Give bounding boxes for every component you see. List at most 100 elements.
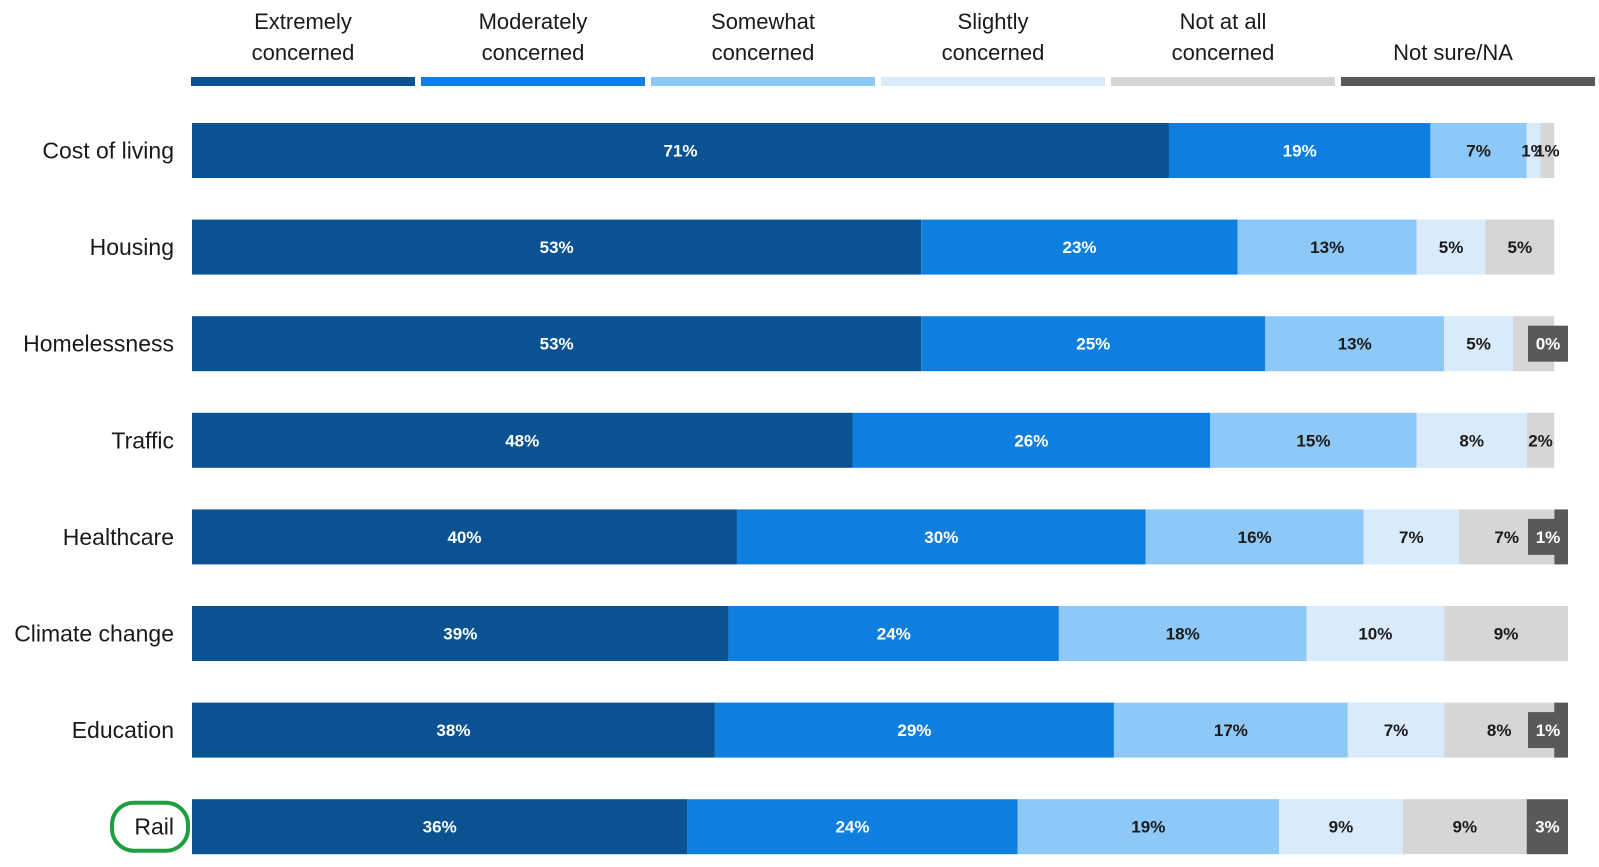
bar-segment <box>1347 702 1445 758</box>
legend-label: Not sure/NA <box>1393 40 1513 65</box>
data-label: 24% <box>835 818 869 837</box>
bar-segment <box>1237 219 1417 275</box>
legend-label: Not at all <box>1180 9 1267 34</box>
legend-item: Not sure/NA <box>1341 40 1595 86</box>
data-label: 36% <box>423 818 457 837</box>
data-label: 38% <box>436 721 470 740</box>
bar-segment <box>1017 799 1280 855</box>
legend-swatch <box>1341 77 1595 86</box>
data-label: 5% <box>1439 238 1464 257</box>
data-label: 16% <box>1238 528 1272 547</box>
legend-item: Not at all concerned <box>1111 9 1335 86</box>
bar-row: 38% 29% 17% 7% 8% 1% <box>192 702 1568 758</box>
category-label: Education <box>72 717 174 743</box>
bar-row: 36% 24% 19% 9% 9% 3% <box>192 799 1568 855</box>
bar-segment <box>1058 606 1307 661</box>
data-label: 23% <box>1063 238 1097 257</box>
data-label: 53% <box>540 238 574 257</box>
data-label: 25% <box>1076 335 1110 354</box>
data-label: 5% <box>1508 238 1533 257</box>
bar-row: 48% 26% 15% 8% 2% <box>192 412 1555 468</box>
bar-segment <box>192 509 737 565</box>
data-label: 1% <box>1521 142 1546 161</box>
data-label: 10% <box>1358 625 1392 644</box>
data-label: 7% <box>1399 528 1424 547</box>
category-label: Housing <box>90 234 174 260</box>
data-label: 9% <box>1494 625 1519 644</box>
category-label: Traffic <box>111 427 174 453</box>
data-label: 13% <box>1310 238 1344 257</box>
data-label: 9% <box>1329 818 1354 837</box>
category-label: Cost of living <box>42 138 174 164</box>
data-label: 17% <box>1214 721 1248 740</box>
legend-swatch <box>1111 77 1335 86</box>
bar-row: 39% 24% 18% 10% 9% <box>192 606 1568 661</box>
bar-segment <box>921 316 1266 372</box>
data-label: 1% <box>1535 142 1560 161</box>
bar-segment <box>192 606 729 661</box>
legend-label: concerned <box>252 40 355 65</box>
legend-item: Slightly concerned <box>881 9 1105 86</box>
label-chip <box>1528 712 1568 749</box>
bar-segment <box>1485 219 1555 275</box>
data-label: 18% <box>1166 625 1200 644</box>
bar-segment <box>852 412 1211 468</box>
bar-segment <box>1279 799 1403 855</box>
highlight-layer <box>110 800 190 853</box>
bar-segment <box>1265 316 1445 372</box>
data-label: 2% <box>1528 431 1553 450</box>
label-chip <box>1528 325 1568 362</box>
data-label: 7% <box>1494 528 1519 547</box>
bar-segment <box>1210 412 1417 468</box>
bar-segment <box>1444 606 1568 661</box>
bar-segment <box>192 412 853 468</box>
legend-label: concerned <box>942 40 1045 65</box>
highlight-circle <box>110 800 190 853</box>
data-label: 29% <box>897 721 931 740</box>
bar-segment <box>736 509 1146 565</box>
data-label: 0% <box>1536 335 1561 354</box>
bar-row: 53% 23% 13% 5% 5% <box>192 219 1555 275</box>
bar-segment <box>192 799 688 855</box>
bar-segment <box>1306 606 1445 661</box>
bar-row: 71% 19% 7% 1%1% <box>192 123 1560 178</box>
bar-segment <box>1526 412 1555 468</box>
data-label: 24% <box>877 625 911 644</box>
bar-segment <box>1113 702 1348 758</box>
data-label: 7% <box>1384 721 1409 740</box>
bar-segment <box>687 799 1018 855</box>
data-label: 1% <box>1536 721 1561 740</box>
bar-segment <box>192 123 1169 178</box>
data-label: 15% <box>1296 431 1330 450</box>
legend-label: Slightly <box>958 9 1029 34</box>
bar-segment <box>192 219 922 275</box>
data-label: 3% <box>1535 818 1560 837</box>
category-label: Healthcare <box>63 524 174 550</box>
data-label: 8% <box>1487 721 1512 740</box>
data-label: 30% <box>924 528 958 547</box>
legend-label: Somewhat <box>711 9 815 34</box>
data-label: 26% <box>1014 431 1048 450</box>
category-label: Rail <box>134 814 174 840</box>
bar-segment <box>1430 123 1527 178</box>
legend-label: Extremely <box>254 9 352 34</box>
data-label: 48% <box>505 431 539 450</box>
data-label: 19% <box>1283 142 1317 161</box>
data-label: 39% <box>443 625 477 644</box>
data-label: 8% <box>1459 431 1484 450</box>
data-label: 7% <box>1466 142 1491 161</box>
legend-item: Moderately concerned <box>421 9 645 86</box>
bar-segment <box>1363 509 1460 565</box>
bar-segment <box>1416 219 1486 275</box>
bar-segment <box>714 702 1114 758</box>
bar-segment <box>1168 123 1431 178</box>
label-chip <box>1527 808 1568 845</box>
legend-swatch <box>651 77 875 86</box>
bar-segment <box>1145 509 1364 565</box>
legend-item: Extremely concerned <box>191 9 415 86</box>
data-label: 71% <box>663 142 697 161</box>
bar-segment <box>1444 316 1513 372</box>
category-label: Homelessness <box>23 331 174 357</box>
